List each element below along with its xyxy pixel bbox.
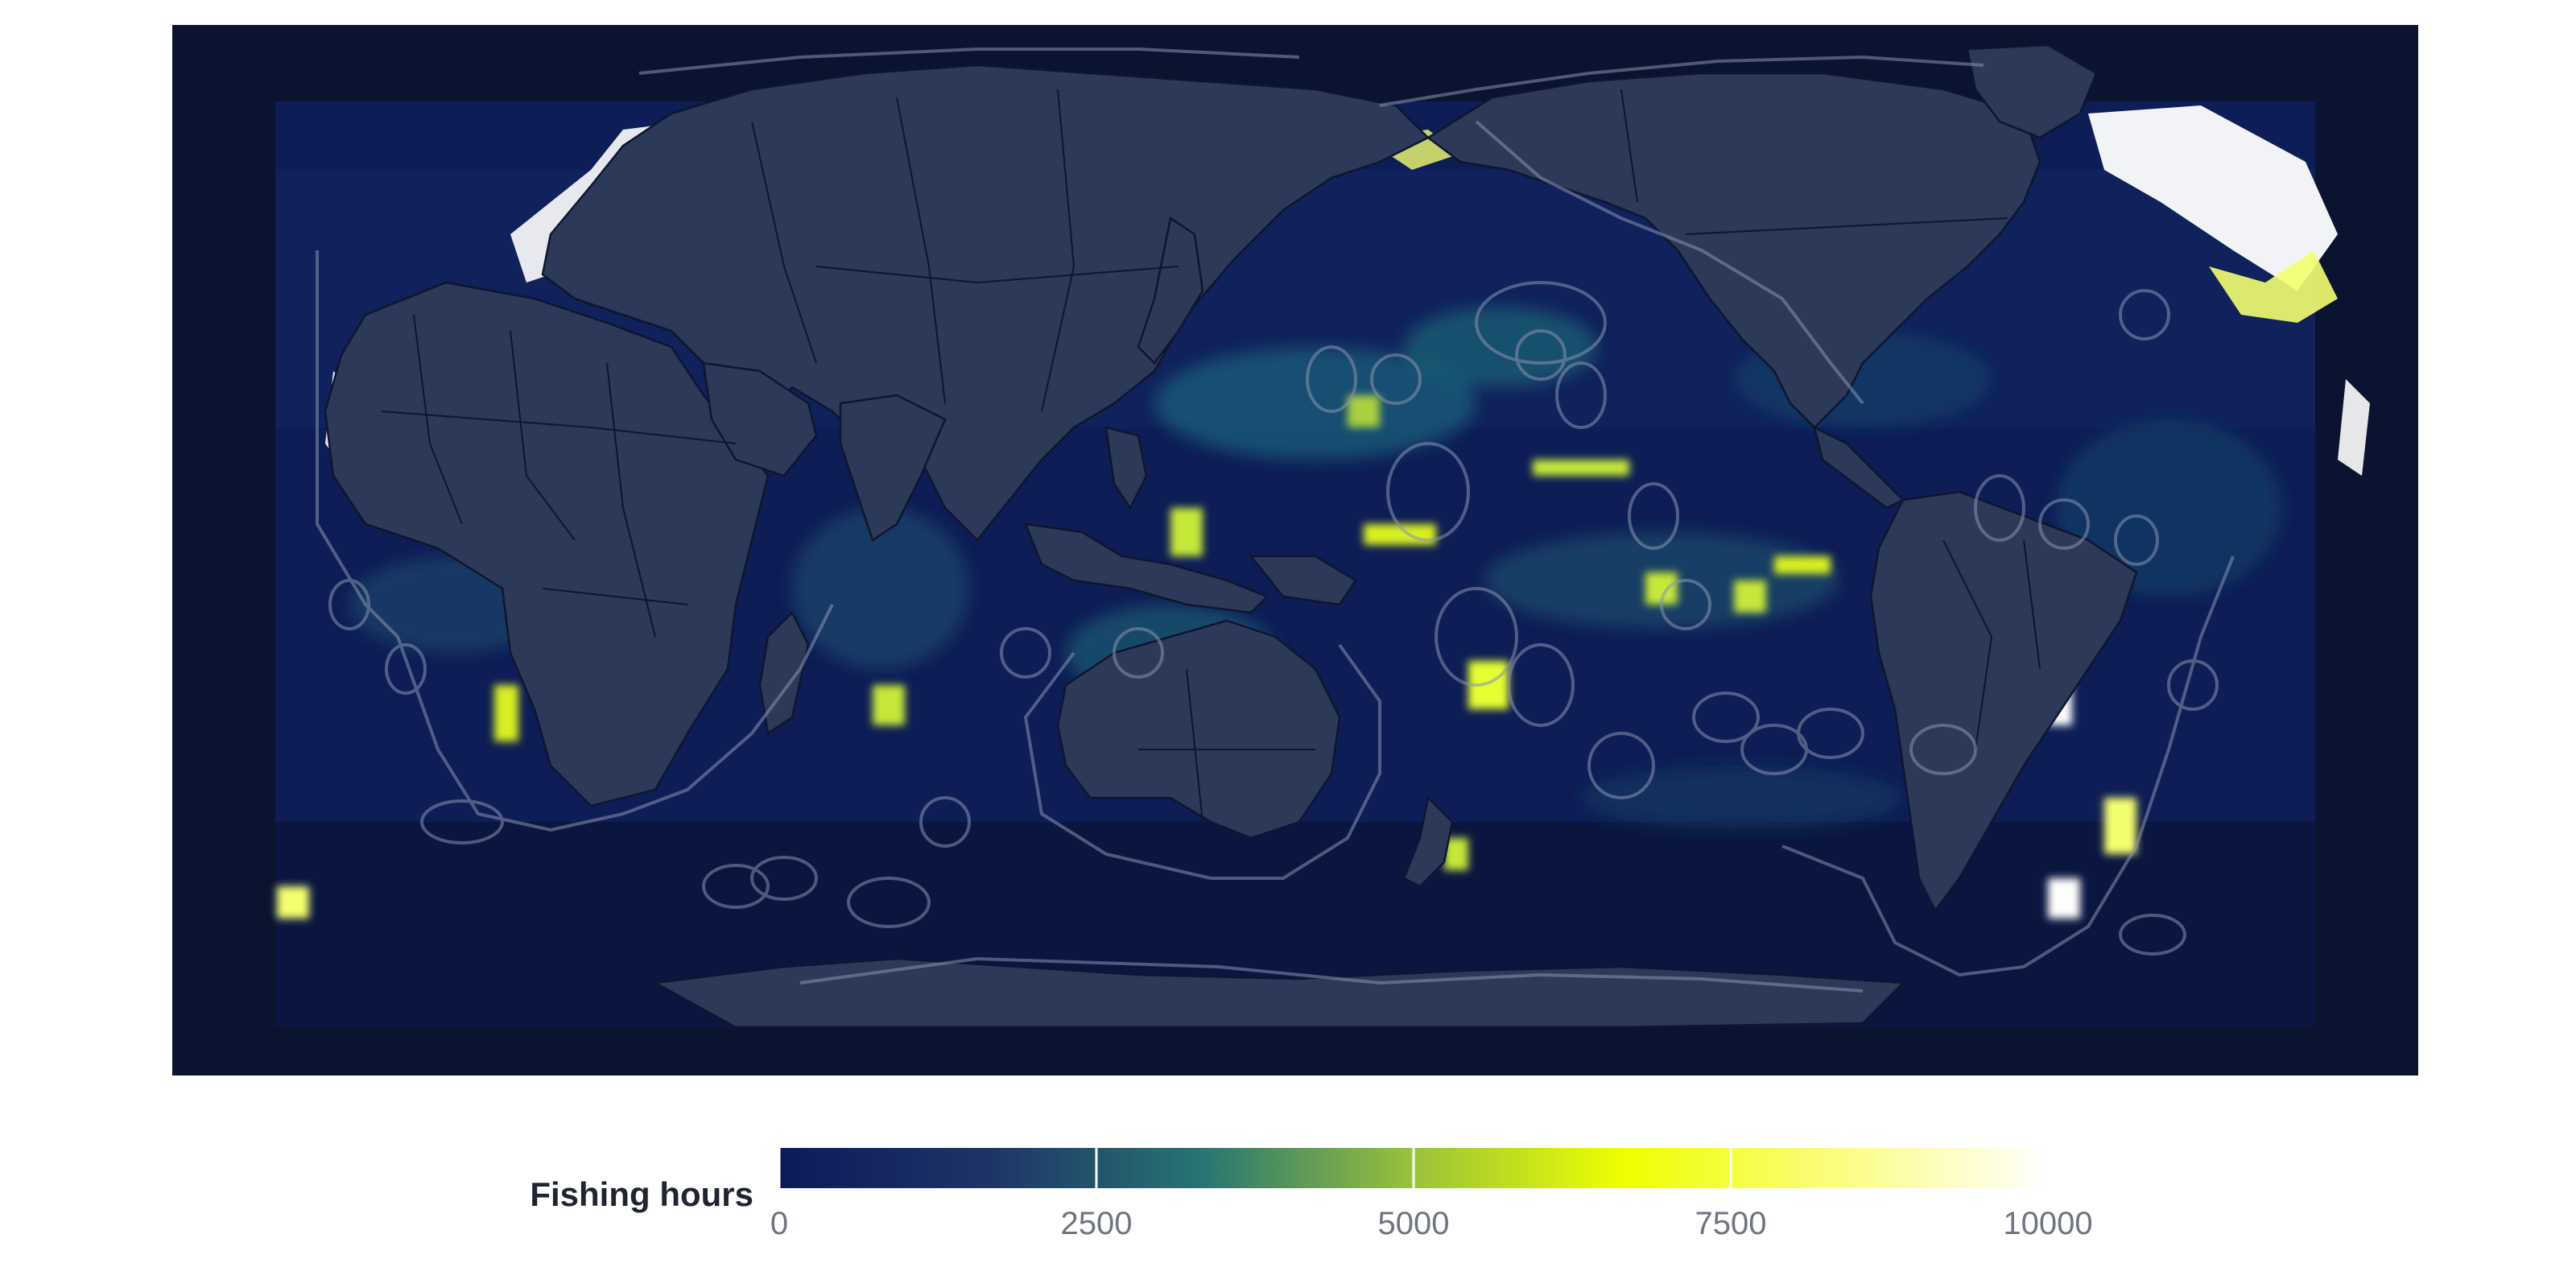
color-legend: Fishing hours 0 2500 5000 7500 10000 [0,1119,2576,1280]
india-landmass [839,394,947,542]
colorbar-tick-label-0: 0 [770,1206,789,1241]
fishing-effort-map [172,25,2418,1075]
north-america-landmass [1426,72,2041,429]
madagascar-landmass [758,610,810,736]
philippines-islands [1104,426,1148,510]
japan-landmass [1137,216,1204,365]
eez-boundaries [316,47,2235,993]
new-guinea-landmass [1249,555,1357,606]
greenland-landmass [1966,43,2098,139]
country-borders [381,89,2041,823]
new-zealand-landmass [1402,795,1454,888]
colorbar-tick-label-7500: 7500 [1695,1206,1767,1241]
colorbar-tick-marks [779,1148,2048,1188]
arabia-landmass [702,361,818,477]
colorbar-tick-label-10000: 10000 [2003,1206,2093,1241]
colorbar-tick-label-5000: 5000 [1377,1206,1450,1241]
map-canvas [275,43,2370,1029]
indonesia-islands [1024,522,1269,614]
colorbar [779,1148,2048,1188]
central-america-landmass [1813,425,1905,510]
legend-title: Fishing hours [530,1175,753,1213]
africa-landmass [324,281,770,807]
south-america-landmass [1869,490,2138,913]
colorbar-tick-label-2500: 2500 [1060,1206,1133,1241]
